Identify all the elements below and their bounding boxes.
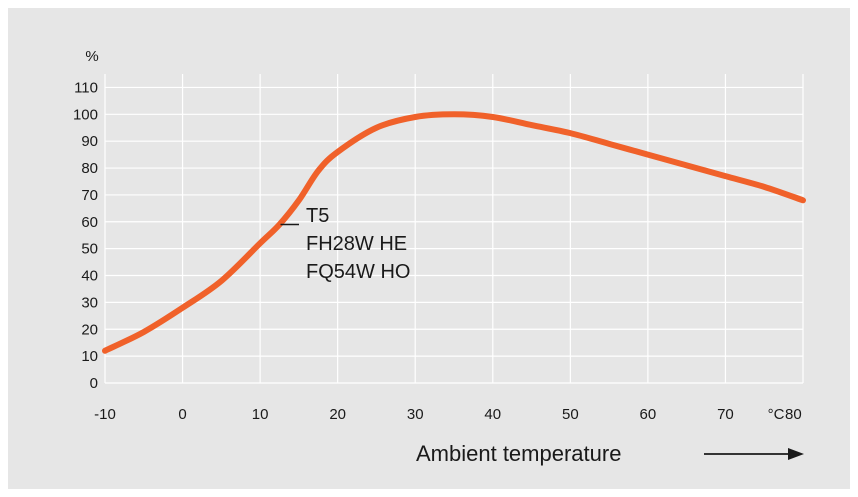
y-tick-label: 70 bbox=[81, 187, 98, 204]
x-tick-label: 30 bbox=[407, 406, 424, 423]
y-axis-label: % bbox=[85, 48, 98, 65]
x-tick-label: 60 bbox=[640, 406, 657, 423]
series-annotation: T5 FH28W HE FQ54W HO bbox=[280, 205, 410, 283]
x-axis-label: Ambient temperature bbox=[416, 441, 621, 466]
y-tick-label: 30 bbox=[81, 294, 98, 311]
x-tick-label: 20 bbox=[329, 406, 346, 423]
y-tick-label: 20 bbox=[81, 321, 98, 338]
annotation-label-fh28w-he: FH28W HE bbox=[306, 233, 407, 255]
y-tick-label: 60 bbox=[81, 214, 98, 231]
series-curve bbox=[102, 111, 806, 354]
x-tick-label: 10 bbox=[252, 406, 269, 423]
y-axis-ticks: 0 10 20 30 40 50 60 70 80 90 100 110 bbox=[73, 79, 98, 392]
x-tick-label: 70 bbox=[717, 406, 734, 423]
x-tick-label: 50 bbox=[562, 406, 579, 423]
arrow-right-icon bbox=[704, 448, 804, 460]
x-axis-unit: °C bbox=[768, 406, 785, 423]
x-tick-label: 80 bbox=[785, 406, 802, 423]
y-tick-label: 80 bbox=[81, 160, 98, 177]
y-tick-label: 0 bbox=[90, 375, 98, 392]
y-tick-label: 100 bbox=[73, 106, 98, 123]
x-tick-label: -10 bbox=[94, 406, 116, 423]
x-tick-label: 40 bbox=[484, 406, 501, 423]
x-tick-label: 0 bbox=[178, 406, 186, 423]
annotation-label-fq54w-ho: FQ54W HO bbox=[306, 261, 410, 283]
x-axis-ticks: -10 0 10 20 30 40 50 60 70 80 bbox=[94, 406, 802, 423]
y-tick-label: 40 bbox=[81, 268, 98, 285]
annotation-label-t5: T5 bbox=[306, 205, 329, 227]
y-tick-label: 10 bbox=[81, 348, 98, 365]
y-tick-label: 110 bbox=[74, 79, 98, 96]
y-tick-label: 50 bbox=[81, 241, 98, 258]
y-tick-label: 90 bbox=[81, 133, 98, 150]
